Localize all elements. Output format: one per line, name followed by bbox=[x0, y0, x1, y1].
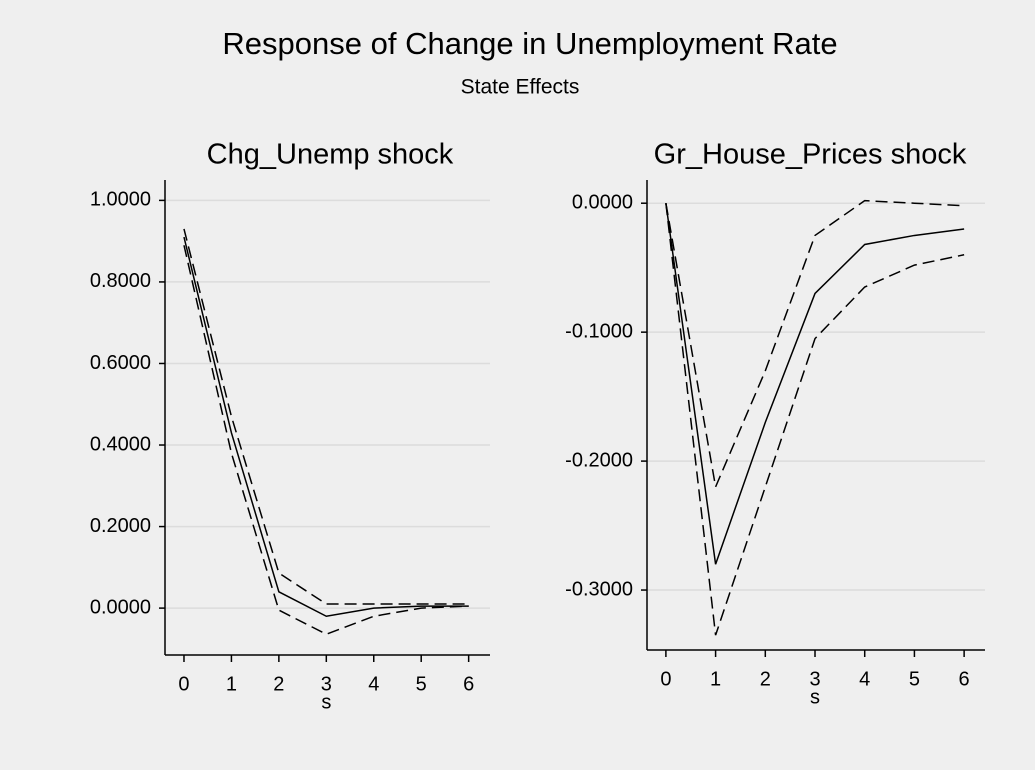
figure-subtitle: State Effects bbox=[461, 76, 580, 99]
y-tick-label: 0.8000 bbox=[90, 270, 151, 292]
x-axis-label: s bbox=[321, 691, 331, 713]
series-line bbox=[183, 245, 469, 636]
series-line bbox=[183, 228, 469, 605]
x-tick-label: 0 bbox=[178, 673, 189, 695]
x-tick-label: 5 bbox=[909, 668, 920, 690]
y-tick-label: 0.2000 bbox=[90, 515, 151, 537]
y-tick-label: 1.0000 bbox=[90, 189, 151, 211]
y-tick-label: 0.6000 bbox=[90, 352, 151, 374]
series-line bbox=[665, 199, 965, 490]
panel-title: Gr_House_Prices shock bbox=[654, 139, 967, 171]
y-tick-label: 0.0000 bbox=[90, 596, 151, 618]
y-tick-label: -0.2000 bbox=[565, 449, 633, 471]
x-tick-label: 5 bbox=[416, 673, 427, 695]
x-tick-label: 3 bbox=[321, 673, 332, 695]
x-axis-label: s bbox=[810, 686, 820, 708]
y-tick-label: 0.4000 bbox=[90, 433, 151, 455]
x-tick-label: 2 bbox=[760, 668, 771, 690]
x-tick-label: 1 bbox=[226, 673, 237, 695]
x-tick-label: 6 bbox=[959, 668, 970, 690]
panel-title: Chg_Unemp shock bbox=[207, 139, 454, 171]
x-tick-label: 1 bbox=[710, 668, 721, 690]
figure-title: Response of Change in Unemployment Rate bbox=[222, 26, 837, 61]
x-tick-label: 2 bbox=[273, 673, 284, 695]
x-tick-label: 4 bbox=[859, 668, 870, 690]
y-tick-label: -0.1000 bbox=[565, 320, 633, 342]
x-tick-label: 4 bbox=[368, 673, 379, 695]
series-line bbox=[665, 203, 965, 565]
x-tick-label: 3 bbox=[809, 668, 820, 690]
x-tick-label: 0 bbox=[660, 668, 671, 690]
series-line bbox=[183, 236, 469, 618]
series-line bbox=[665, 203, 965, 636]
x-tick-label: 6 bbox=[463, 673, 474, 695]
y-tick-label: 0.0000 bbox=[572, 191, 633, 213]
y-tick-label: -0.3000 bbox=[565, 578, 633, 600]
